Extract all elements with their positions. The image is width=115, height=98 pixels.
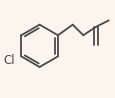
Text: Cl: Cl xyxy=(3,54,15,67)
